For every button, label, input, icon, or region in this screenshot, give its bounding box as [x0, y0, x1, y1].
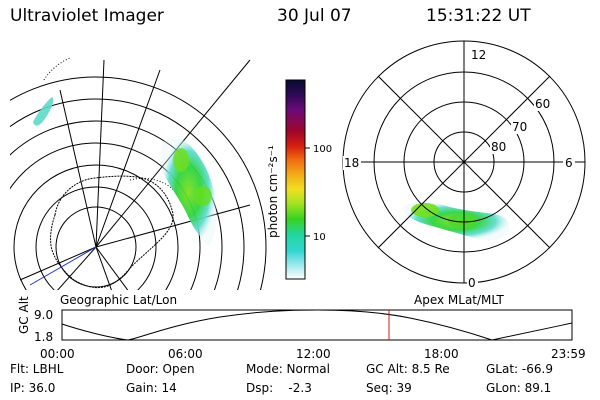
timeline-xtick-1200: 12:00: [296, 347, 331, 361]
altitude-timeline: GC Alt 9.0 1.8 00:00 06:00 12:00 18:00 2…: [17, 296, 586, 361]
mlt-label-18: 18: [344, 156, 359, 170]
instrument-title: Ultraviolet Imager: [10, 6, 164, 26]
colorbar-tick-100: 100: [313, 144, 332, 155]
colorbar-tick-10: 10: [313, 232, 326, 243]
mlt-label-12: 12: [471, 48, 486, 62]
timeline-ytick-top: 9.0: [34, 308, 53, 322]
timeline-xtick-0600: 06:00: [168, 347, 203, 361]
colorbar-unit-label: photon cm⁻²s⁻¹: [266, 145, 280, 238]
lat-label-80: 80: [491, 140, 506, 154]
mode-label: Mode: Normal: [246, 362, 330, 376]
timeline-xtick-0000: 00:00: [40, 347, 75, 361]
mlt-label-0: 0: [468, 276, 476, 290]
date-label: 30 Jul 07: [277, 6, 352, 26]
time-label: 15:31:22 UT: [426, 6, 531, 26]
timeline-xtick-1800: 18:00: [424, 347, 459, 361]
timeline-xtick-2359: 23:59: [551, 347, 586, 361]
seq-label: Seq: 39: [366, 381, 412, 395]
lat-label-60: 60: [535, 97, 550, 111]
aurora-patch-edge: [33, 97, 54, 126]
glon-label: GLon: 89.1: [486, 381, 552, 395]
geographic-map: [10, 57, 267, 290]
dsp-label: Dsp: -2.3: [246, 381, 312, 395]
polar-plot: 12 6 0 18 60 70 80: [342, 40, 586, 290]
gc-alt-label: GC Alt: 8.5 Re: [366, 362, 450, 376]
filter-label: Flt: LBHL: [10, 362, 64, 376]
ip-label: IP: 36.0: [10, 381, 56, 395]
right-panel-caption: Apex MLat/MLT: [414, 293, 504, 307]
timeline-ylabel: GC Alt: [17, 296, 31, 334]
mlt-label-6: 6: [565, 156, 573, 170]
lat-label-70: 70: [512, 120, 527, 134]
timeline-ytick-bottom: 1.8: [34, 330, 53, 344]
left-panel-caption: Geographic Lat/Lon: [60, 293, 177, 307]
gain-label: Gain: 14: [126, 381, 177, 395]
colorbar: 100 10 photon cm⁻²s⁻¹: [266, 79, 332, 280]
glat-label: GLat: -66.9: [486, 362, 553, 376]
door-label: Door: Open: [126, 362, 195, 376]
